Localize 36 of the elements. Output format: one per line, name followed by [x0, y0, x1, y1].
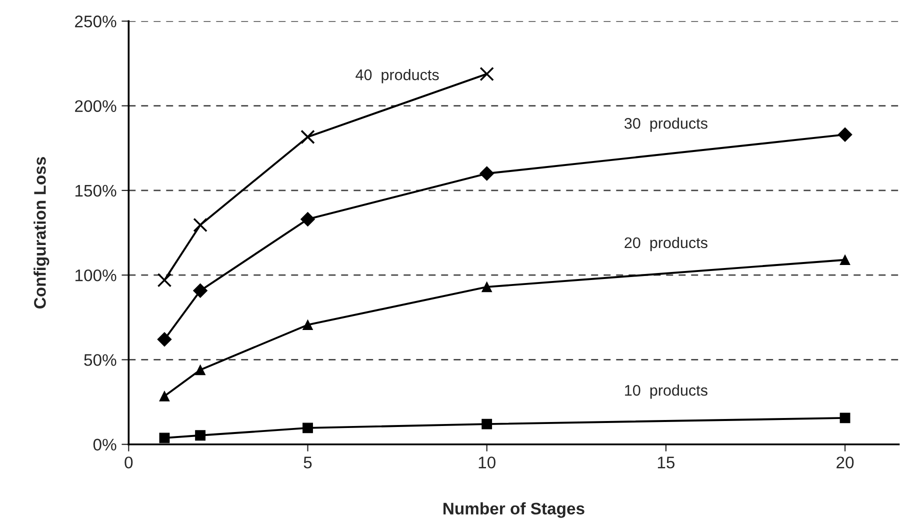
- point: [300, 212, 315, 226]
- point: [300, 130, 315, 144]
- point: [302, 320, 313, 330]
- y-tick-label: 0%: [93, 438, 116, 451]
- x-tick-label: 0: [124, 456, 133, 468]
- y-tick-label: 250%: [75, 16, 116, 28]
- x-tick-label: 20: [836, 456, 854, 468]
- point: [482, 418, 492, 430]
- point: [840, 254, 850, 266]
- series-label: 40 products: [356, 68, 439, 84]
- point: [840, 412, 850, 424]
- point: [193, 283, 208, 298]
- series-label: 30 products: [624, 118, 708, 132]
- y-tick-label: 200%: [75, 100, 116, 112]
- y-tick-label: 150%: [75, 184, 116, 197]
- y-axis-title: Configuration Loss: [34, 157, 50, 308]
- x-tick-label: 5: [304, 456, 312, 468]
- point: [157, 273, 172, 288]
- point: [159, 390, 170, 402]
- point: [480, 166, 494, 181]
- series-label: 20 products: [624, 236, 708, 252]
- x-axis-title: Number of Stages: [444, 502, 584, 518]
- point: [838, 127, 852, 142]
- point: [159, 432, 170, 444]
- point: [482, 282, 492, 292]
- point: [193, 218, 208, 232]
- x-tick-label: 10: [478, 456, 496, 468]
- x-tick-label: 15: [658, 456, 674, 468]
- y-tick-label: 100%: [75, 269, 116, 282]
- point: [480, 66, 494, 82]
- point: [195, 430, 206, 441]
- point: [157, 332, 172, 347]
- point: [195, 364, 206, 376]
- point: [302, 422, 313, 434]
- series-label: 10 products: [625, 384, 708, 399]
- y-tick-label: 50%: [84, 354, 116, 366]
